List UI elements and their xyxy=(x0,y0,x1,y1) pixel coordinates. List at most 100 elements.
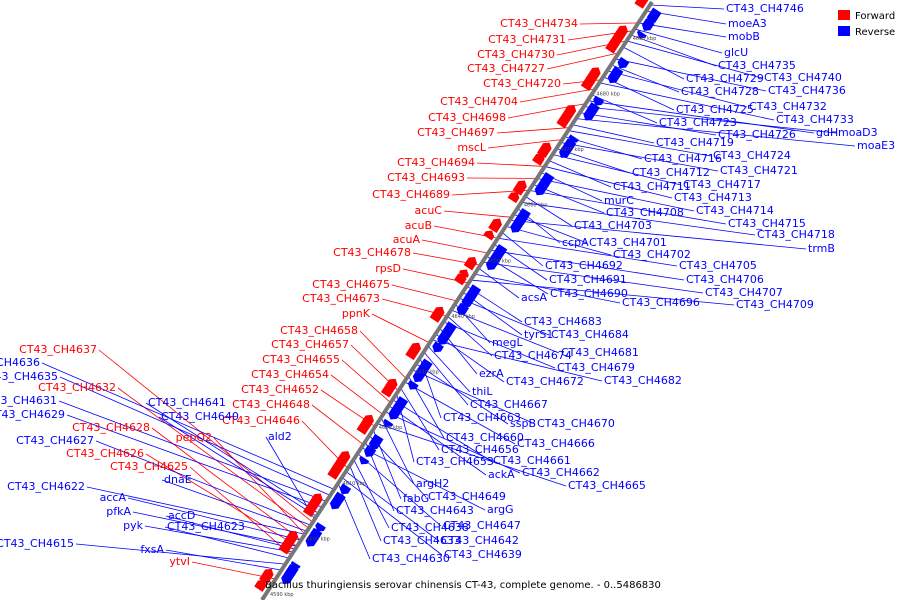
reverse-gene-label: CT43_CH4639 xyxy=(444,548,522,561)
reverse-gene-label: moaE3 xyxy=(857,139,895,152)
reverse-gene-label: CT43_CH4672 xyxy=(506,375,584,388)
forward-gene-feature xyxy=(532,153,545,166)
reverse-gene-label: CT43_CH4706 xyxy=(686,273,764,286)
reverse-gene-feature xyxy=(617,56,630,69)
forward-gene-label: CT43_CH4646 xyxy=(222,414,300,427)
reverse-gene-feature xyxy=(593,95,605,106)
reverse-leader-line xyxy=(345,471,440,542)
reverse-gene-label: dnaE xyxy=(164,473,192,486)
forward-gene-feature xyxy=(488,218,502,234)
reverse-leader-line xyxy=(521,201,756,236)
reverse-leader-line xyxy=(164,526,290,559)
reverse-gene-label: mobB xyxy=(728,30,760,43)
reverse-leader-line xyxy=(536,178,695,212)
reverse-leader-line xyxy=(161,479,307,532)
reverse-gene-label: CT43_CH4627 xyxy=(16,434,94,447)
reverse-gene-label: CT43_CH4705 xyxy=(679,259,757,272)
reverse-gene-label: CT43_CH4690 xyxy=(550,287,628,300)
reverse-gene-label: CT43_CH4736 xyxy=(768,84,846,97)
reverse-leader-line xyxy=(144,525,294,553)
forward-gene-label: CT43_CH4632 xyxy=(38,381,116,394)
reverse-gene-label: CT43_CH4641 xyxy=(148,396,226,409)
reverse-gene-label: CT43_CH4684 xyxy=(551,328,629,341)
reverse-leader-line xyxy=(591,94,658,124)
reverse-gene-label: CT43_CH4723 xyxy=(659,116,737,129)
reverse-leader-line xyxy=(75,543,286,565)
forward-gene-label: CT43_CH4678 xyxy=(333,246,411,259)
forward-gene-label: rpsD xyxy=(375,262,401,275)
reverse-gene-label: CT43_CH4728 xyxy=(681,85,759,98)
reverse-gene-label: fxsA xyxy=(140,543,164,556)
reverse-gene-label: CT43_CH4715 xyxy=(728,217,806,230)
reverse-leader-line xyxy=(423,351,469,406)
forward-gene-feature xyxy=(458,269,469,278)
forward-gene-feature xyxy=(507,191,520,204)
reverse-gene-label: CT43_CH4729 xyxy=(686,72,764,85)
reverse-gene-label: pfkA xyxy=(106,505,131,518)
legend: Forward Reverse xyxy=(838,10,895,38)
reverse-leader-line xyxy=(384,411,521,474)
reverse-leader-line xyxy=(451,309,560,354)
legend-reverse-label: Reverse xyxy=(855,27,895,38)
legend-forward-label: Forward xyxy=(855,11,895,22)
reverse-gene-label: CT43_CH4708 xyxy=(606,206,684,219)
reverse-leader-line xyxy=(132,511,298,547)
genome-caption: Bacillus thuringiensis serovar chinensis… xyxy=(265,580,661,591)
reverse-gene-feature xyxy=(339,483,352,495)
reverse-gene-label: CT43_CH4716 xyxy=(644,152,722,165)
forward-gene-feature xyxy=(614,25,628,39)
reverse-leader-line xyxy=(509,219,807,250)
reverse-gene-label: CT43_CH4630 xyxy=(372,552,450,565)
reverse-leader-line xyxy=(610,64,680,93)
reverse-leader-line xyxy=(482,261,704,294)
reverse-gene-feature xyxy=(568,134,579,143)
reverse-leader-line xyxy=(380,417,415,485)
reverse-leader-line xyxy=(525,196,573,227)
reverse-leader-line xyxy=(411,369,536,425)
forward-gene-feature xyxy=(259,568,274,585)
reverse-gene-label: CT43_CH4701 xyxy=(589,236,667,249)
forward-leader-line xyxy=(391,284,458,302)
reverse-gene-label: CT43_CH4629 xyxy=(0,408,65,421)
forward-gene-feature xyxy=(463,256,477,271)
scale-ticks: 4590 kbp 4600 kbp 4610 kbp 4620 kbp 4630 kbp… xyxy=(270,36,656,598)
genome-backbone xyxy=(260,0,654,600)
forward-gene-feature xyxy=(337,451,351,465)
forward-gene-feature xyxy=(585,67,601,84)
reverse-gene-feature xyxy=(520,207,531,218)
reverse-gene-label: argH2 xyxy=(416,477,449,490)
reverse-leader-line xyxy=(622,46,685,80)
forward-gene-label: acuA xyxy=(393,233,421,246)
forward-leader-line xyxy=(151,427,302,541)
reverse-leader-line xyxy=(599,82,775,121)
forward-gene-feature xyxy=(512,180,527,196)
reverse-leader-line xyxy=(474,273,621,304)
reverse-gene-label: CT43_CH4713 xyxy=(674,191,752,204)
forward-gene-feature xyxy=(385,378,398,391)
reverse-leader-line xyxy=(392,399,492,462)
reverse-gene-label: CT43_CH4615 xyxy=(0,537,74,550)
reverse-gene-label: ald2 xyxy=(268,430,292,443)
reverse-gene-label: gdH xyxy=(816,126,838,139)
reverse-gene-label: CT43_CH4683 xyxy=(524,315,602,328)
reverse-gene-label: CT43_CH4666 xyxy=(517,437,595,450)
reverse-leader-line xyxy=(400,387,440,451)
forward-gene-label: CT43_CH4694 xyxy=(397,156,475,169)
forward-gene-label: pepQ2 xyxy=(176,431,212,444)
forward-gene-label: CT43_CH4730 xyxy=(477,48,555,61)
forward-gene-label: CT43_CH4625 xyxy=(110,460,188,473)
reverse-leader-line xyxy=(165,515,296,550)
reverse-leader-line xyxy=(548,160,612,188)
forward-leader-line xyxy=(359,330,407,380)
reverse-leader-line xyxy=(552,154,682,186)
reverse-gene-feature xyxy=(432,341,444,353)
legend-forward-swatch xyxy=(838,10,850,20)
forward-gene-feature xyxy=(536,142,552,159)
forward-gene-label: CT43_CH4657 xyxy=(271,338,349,351)
reverse-gene-label: pyk xyxy=(123,519,143,532)
reverse-gene-label: CT43_CH4656 xyxy=(441,443,519,456)
reverse-leader-line xyxy=(58,400,327,502)
reverse-leader-line xyxy=(145,402,319,514)
forward-gene-label: acuB xyxy=(405,219,432,232)
forward-leader-line xyxy=(98,349,313,523)
